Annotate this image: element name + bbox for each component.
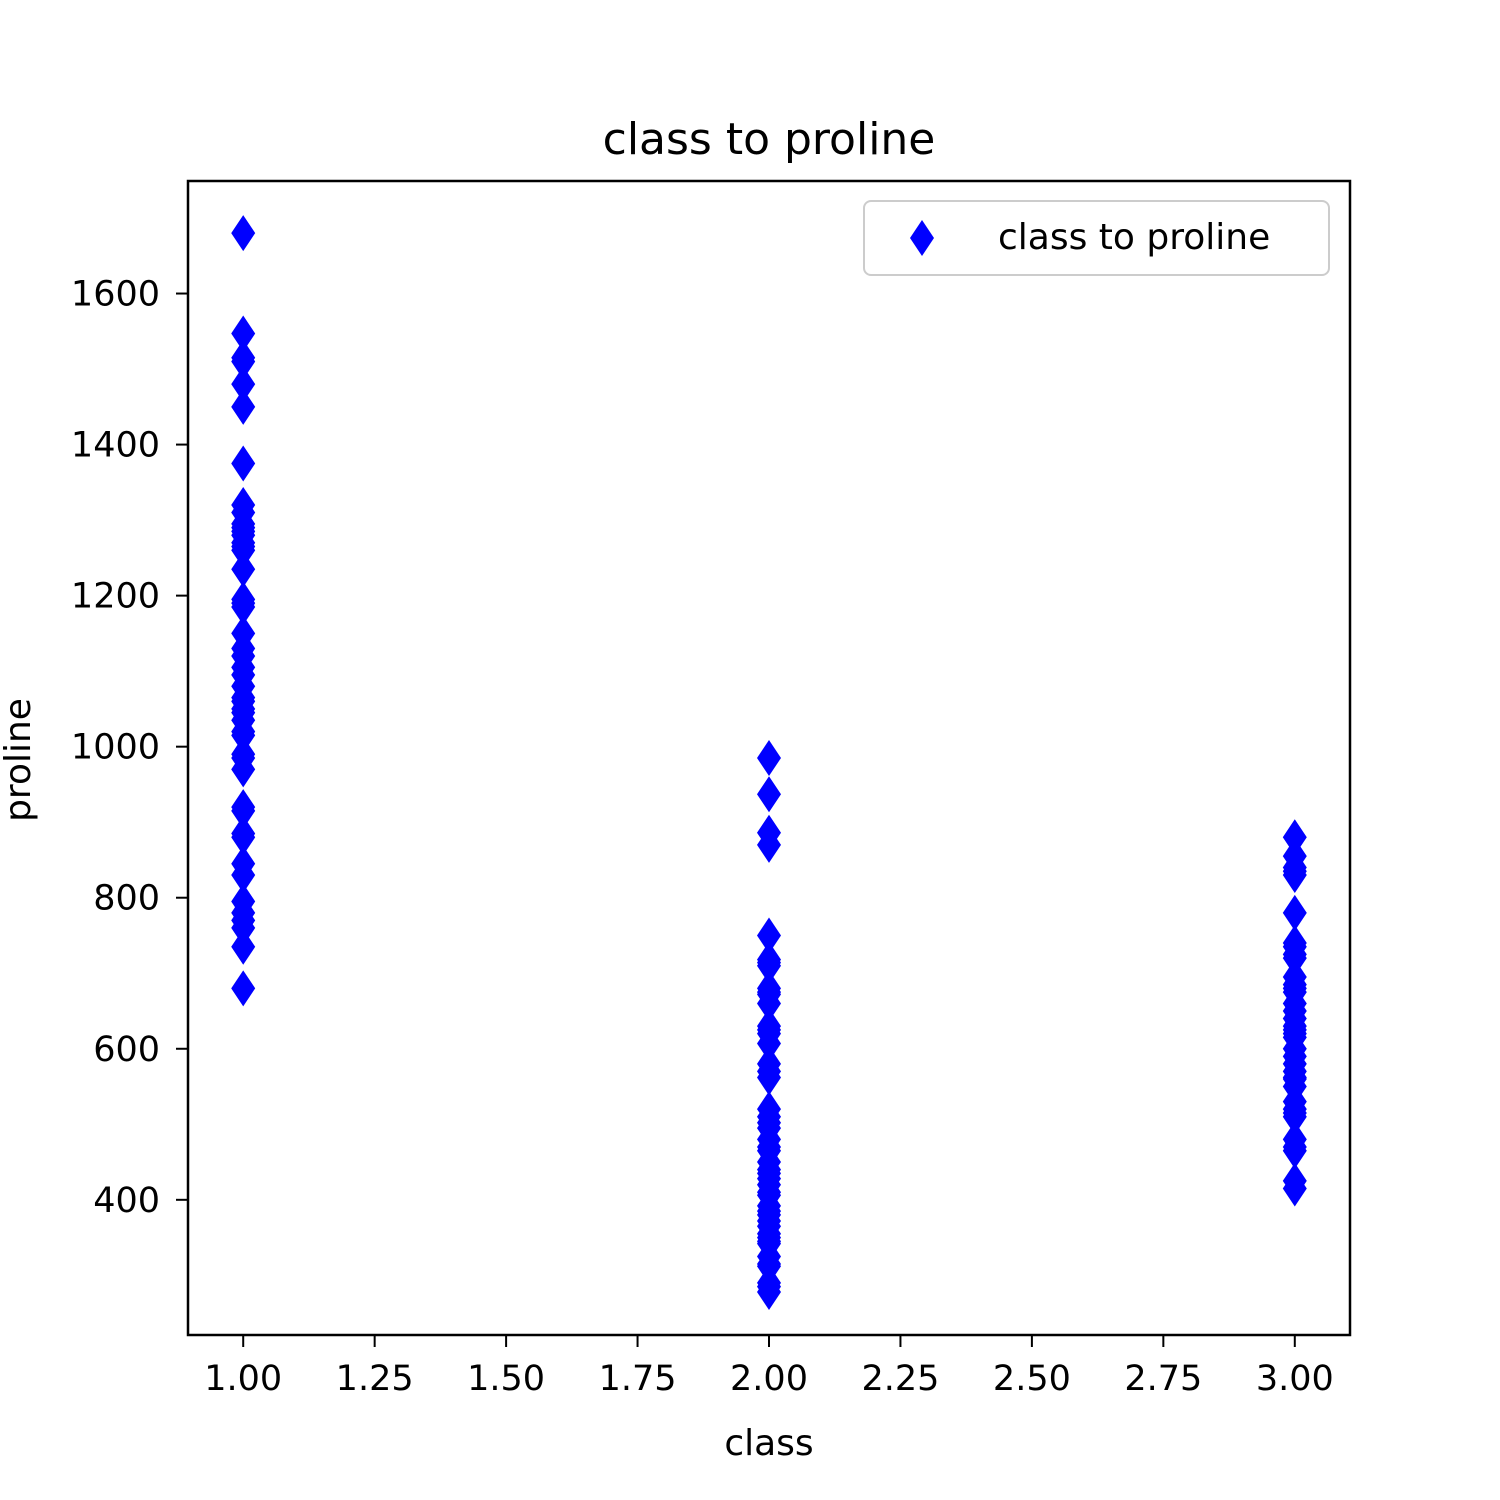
data-point: [231, 909, 256, 946]
data-point: [1282, 1132, 1307, 1169]
x-tick-label: 2.25: [861, 1359, 939, 1399]
data-point: [1282, 819, 1307, 856]
data-point: [757, 740, 781, 776]
y-tick-label: 1000: [71, 728, 160, 768]
data-point: [231, 857, 256, 894]
legend-entry-label: class to proline: [998, 217, 1270, 258]
data-point: [757, 776, 781, 813]
data-point: [231, 343, 256, 380]
y-axis-label: proline: [0, 698, 39, 822]
data-point: [757, 1273, 781, 1310]
data-point: [231, 315, 256, 352]
x-tick-label: 1.50: [467, 1359, 545, 1399]
data-point: [231, 532, 256, 569]
data-point: [231, 751, 256, 788]
x-axis-ticks: 1.00 1.25 1.50 1.75 2.00 2.25 2.50 2.75 3.00: [204, 1335, 1334, 1399]
data-points: [231, 215, 1307, 1310]
data-point: [231, 588, 256, 625]
y-tick-label: 800: [93, 879, 160, 919]
y-tick-label: 1200: [71, 577, 160, 617]
x-tick-label: 2.50: [993, 1359, 1071, 1399]
x-tick-label: 1.75: [599, 1359, 677, 1399]
x-tick-label: 2.00: [730, 1359, 808, 1399]
y-tick-label: 400: [93, 1181, 160, 1221]
data-point: [231, 445, 256, 482]
data-point: [231, 215, 256, 252]
chart-title: class to proline: [603, 114, 936, 165]
data-point: [231, 928, 256, 965]
data-point: [231, 366, 256, 403]
y-tick-label: 600: [93, 1030, 160, 1070]
legend-marker-icon: [910, 220, 934, 256]
data-point: [757, 1025, 781, 1062]
data-point: [1282, 894, 1307, 931]
x-tick-label: 3.00: [1256, 1359, 1334, 1399]
data-point: [757, 947, 781, 984]
data-point: [1282, 1098, 1307, 1135]
x-axis-label: class: [724, 1423, 813, 1464]
data-point: [231, 551, 256, 588]
legend-box: [863, 200, 1330, 276]
legend: class to proline: [863, 200, 1330, 276]
y-axis-ticks: 400 600 800 1000 1200 1400 1600: [71, 275, 188, 1221]
data-point: [231, 819, 256, 856]
y-tick-label: 1400: [71, 426, 160, 466]
y-tick-label: 1600: [71, 275, 160, 315]
x-tick-label: 2.75: [1124, 1359, 1202, 1399]
data-point: [757, 917, 781, 954]
data-point: [231, 388, 256, 425]
data-point: [757, 985, 781, 1022]
x-tick-label: 1.00: [204, 1359, 282, 1399]
data-point: [1282, 940, 1307, 977]
data-point: [757, 826, 781, 863]
data-point: [231, 792, 256, 829]
data-point: [1282, 1170, 1307, 1207]
data-point: [231, 970, 256, 1007]
data-point: [231, 717, 256, 754]
data-point: [1282, 857, 1307, 894]
x-tick-label: 1.25: [336, 1359, 414, 1399]
data-point: [757, 1059, 781, 1096]
